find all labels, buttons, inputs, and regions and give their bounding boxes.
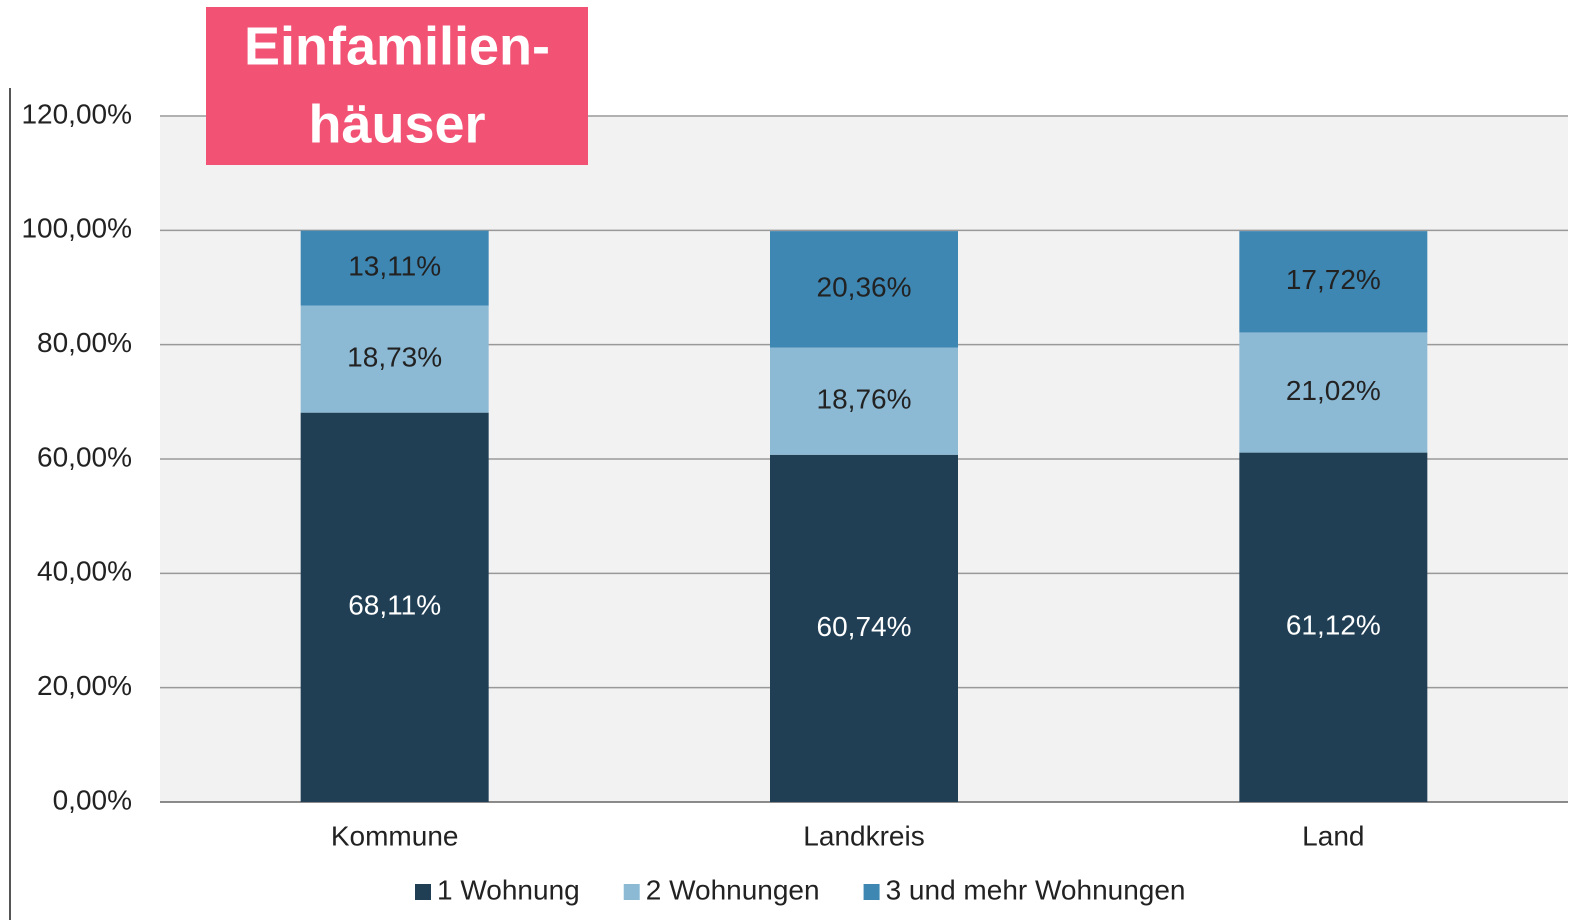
title-box xyxy=(206,7,588,165)
bar-segment xyxy=(300,305,489,413)
data-label: 13,11% xyxy=(348,250,441,281)
data-label: 18,76% xyxy=(817,384,912,415)
legend-swatch xyxy=(623,884,640,900)
legend-swatch xyxy=(863,884,880,900)
y-tick-label: 100,00% xyxy=(21,213,132,244)
y-tick-label: 120,00% xyxy=(21,98,132,129)
bar-segment xyxy=(770,454,958,802)
legend-swatch xyxy=(415,884,431,900)
data-label: 21,02% xyxy=(1286,375,1381,406)
bar-segment xyxy=(770,347,958,455)
chart-title: Einfamilien- xyxy=(244,16,550,76)
x-tick-label: Land xyxy=(1302,820,1364,851)
bar-segment xyxy=(1239,231,1428,333)
x-tick-label: Landkreis xyxy=(803,820,924,851)
data-label: 20,36% xyxy=(817,272,912,303)
data-label: 17,72% xyxy=(1286,264,1381,295)
y-tick-label: 20,00% xyxy=(37,670,132,701)
legend-label: 2 Wohnungen xyxy=(646,874,820,905)
data-label: 60,74% xyxy=(817,611,912,642)
x-tick-label: Kommune xyxy=(331,820,459,851)
y-tick-label: 60,00% xyxy=(37,441,132,472)
data-label: 18,73% xyxy=(347,341,442,372)
marks: 0,00% 20,00% 40,00% 60,00% 80,00% 100,00% 120,… xyxy=(21,98,1568,905)
bar-segment xyxy=(1239,332,1428,453)
legend-label: 3 und mehr Wohnungen xyxy=(886,874,1186,905)
bar-segment xyxy=(1239,452,1428,802)
data-label: 68,11% xyxy=(348,590,441,621)
y-tick-label: 0,00% xyxy=(53,784,132,815)
y-tick-label: 80,00% xyxy=(37,327,132,358)
legend-label: 1 Wohnung xyxy=(437,874,580,905)
data-label: 61,12% xyxy=(1286,610,1381,641)
bar-segment xyxy=(300,412,489,802)
y-tick-label: 40,00% xyxy=(37,556,132,587)
chart-title: häuser xyxy=(308,94,485,154)
bar-segment xyxy=(770,231,958,348)
bar-segment xyxy=(300,230,489,306)
